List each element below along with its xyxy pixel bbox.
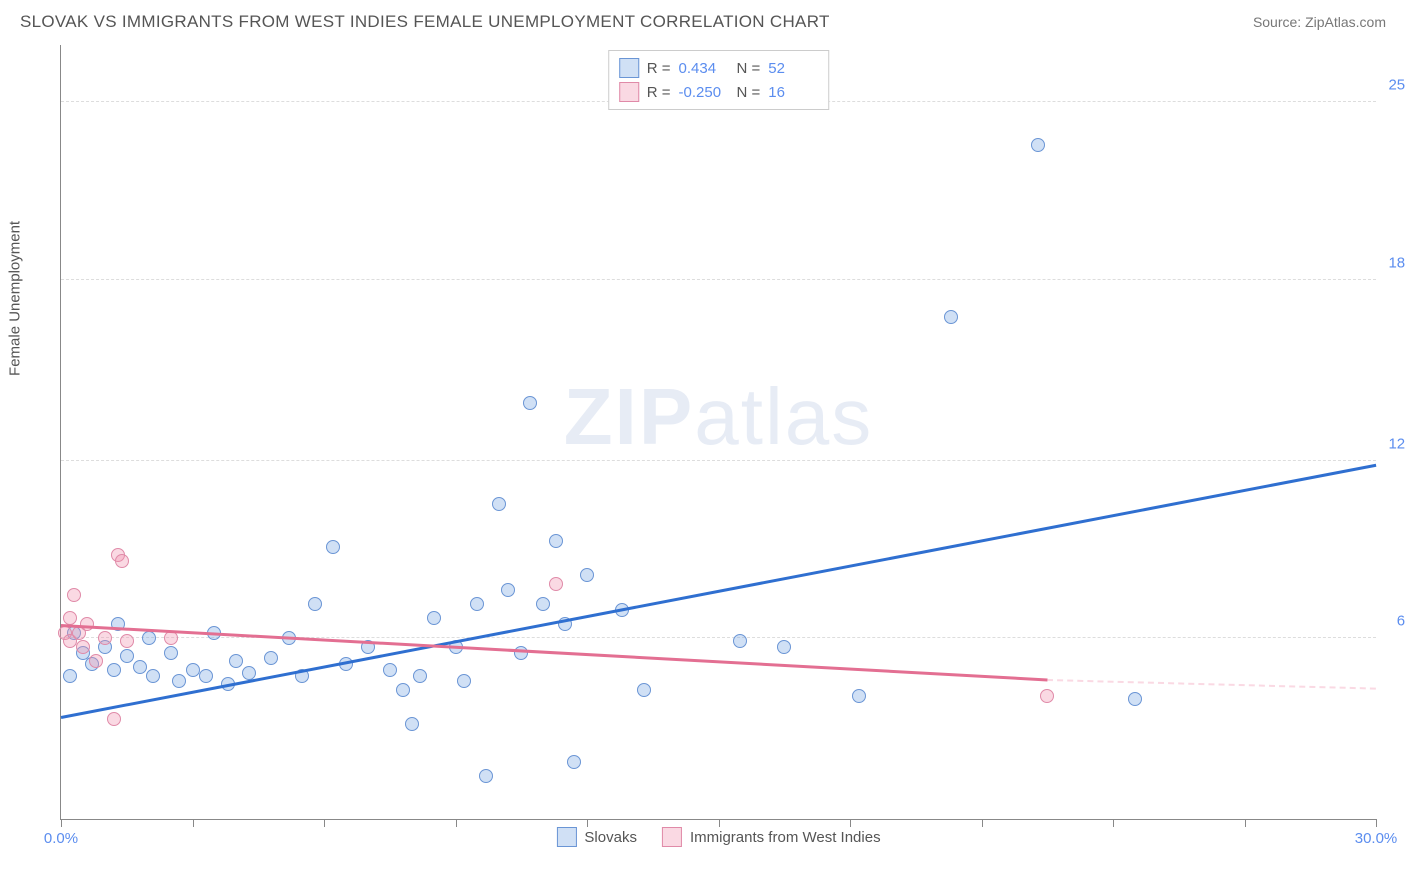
x-tick [1245,819,1246,827]
trendline [61,464,1376,719]
x-tick-label: 30.0% [1355,830,1398,847]
chart-title: SLOVAK VS IMMIGRANTS FROM WEST INDIES FE… [20,12,830,32]
gridline [61,637,1376,638]
scatter-point [164,631,178,645]
scatter-point [308,597,322,611]
scatter-point [120,649,134,663]
x-tick [719,819,720,827]
watermark-bold: ZIP [564,372,694,461]
x-tick [193,819,194,827]
scatter-point [733,634,747,648]
scatter-point [549,534,563,548]
scatter-point [186,663,200,677]
scatter-point [146,669,160,683]
scatter-point [852,689,866,703]
scatter-point [413,669,427,683]
r-value-1: 0.434 [679,60,729,77]
scatter-point [457,674,471,688]
scatter-point [580,568,594,582]
scatter-point [501,583,515,597]
gridline [61,460,1376,461]
scatter-point [142,631,156,645]
x-tick [587,819,588,827]
scatter-point [944,310,958,324]
scatter-point [326,540,340,554]
scatter-point [492,497,506,511]
scatter-point [777,640,791,654]
y-tick-label: 12.5% [1388,435,1406,452]
scatter-point [80,617,94,631]
scatter-point [164,646,178,660]
scatter-point [67,588,81,602]
x-tick [1376,819,1377,827]
n-value-2: 16 [768,84,818,101]
scatter-point [120,634,134,648]
scatter-point [199,669,213,683]
scatter-point [98,631,112,645]
chart-header: SLOVAK VS IMMIGRANTS FROM WEST INDIES FE… [0,0,1406,40]
scatter-point [549,577,563,591]
y-tick-label: 6.3% [1397,613,1406,630]
r-value-2: -0.250 [679,84,729,101]
correlation-legend-row-1: R = 0.434 N = 52 [619,56,819,80]
scatter-point [405,717,419,731]
correlation-legend-row-2: R = -0.250 N = 16 [619,80,819,104]
scatter-plot-area: ZIPatlas R = 0.434 N = 52 R = -0.250 N =… [60,45,1376,820]
scatter-point [229,654,243,668]
scatter-point [383,663,397,677]
scatter-point [1128,692,1142,706]
scatter-point [1040,689,1054,703]
x-tick [61,819,62,827]
r-label-1: R = [647,60,671,77]
y-tick-label: 18.8% [1388,255,1406,272]
y-tick-label: 25.0% [1388,77,1406,94]
watermark-rest: atlas [694,372,873,461]
y-axis-label: Female Unemployment [7,221,24,376]
r-label-2: R = [647,84,671,101]
x-tick [456,819,457,827]
scatter-point [470,597,484,611]
correlation-legend: R = 0.434 N = 52 R = -0.250 N = 16 [608,50,830,110]
n-label-1: N = [737,60,761,77]
series-legend-label-2: Immigrants from West Indies [690,829,881,846]
scatter-point [396,683,410,697]
scatter-point [536,597,550,611]
scatter-point [172,674,186,688]
scatter-point [264,651,278,665]
trendline-extrapolated [1047,679,1376,690]
chart-container: Female Unemployment ZIPatlas R = 0.434 N… [50,40,1386,850]
n-label-2: N = [737,84,761,101]
x-tick [1113,819,1114,827]
x-tick [324,819,325,827]
x-tick [850,819,851,827]
scatter-point [133,660,147,674]
scatter-point [76,640,90,654]
scatter-point [107,712,121,726]
gridline [61,279,1376,280]
watermark: ZIPatlas [564,371,873,463]
series-legend-item-2: Immigrants from West Indies [662,827,881,847]
scatter-point [89,654,103,668]
series-legend-item-1: Slovaks [556,827,637,847]
scatter-point [523,396,537,410]
scatter-point [514,646,528,660]
scatter-point [115,554,129,568]
series-legend: Slovaks Immigrants from West Indies [556,827,880,847]
scatter-point [107,663,121,677]
n-value-1: 52 [768,60,818,77]
scatter-point [427,611,441,625]
slovaks-legend-swatch-icon [556,827,576,847]
chart-source: Source: ZipAtlas.com [1253,14,1386,30]
westindies-legend-swatch-icon [662,827,682,847]
x-tick-label: 0.0% [44,830,78,847]
scatter-point [567,755,581,769]
series-legend-label-1: Slovaks [584,829,637,846]
scatter-point [479,769,493,783]
slovaks-swatch-icon [619,58,639,78]
scatter-point [63,669,77,683]
x-tick [982,819,983,827]
westindies-swatch-icon [619,82,639,102]
scatter-point [1031,138,1045,152]
scatter-point [637,683,651,697]
